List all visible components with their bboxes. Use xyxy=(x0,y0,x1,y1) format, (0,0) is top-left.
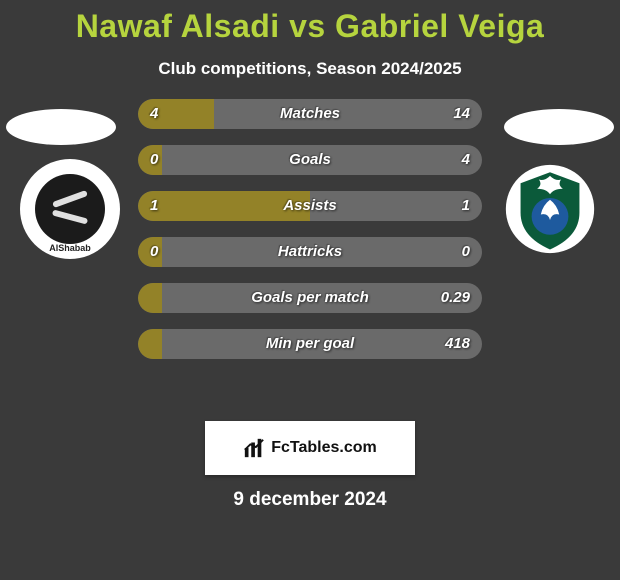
stat-row: Min per goal418 xyxy=(138,329,482,359)
date-label: 9 december 2024 xyxy=(0,489,620,511)
club-badge-right xyxy=(500,159,600,259)
subtitle: Club competitions, Season 2024/2025 xyxy=(0,59,620,79)
player-right-ellipse xyxy=(504,109,614,145)
brand-badge: FcTables.com xyxy=(205,421,415,475)
stat-bars: 4Matches140Goals41Assists10Hattricks0Goa… xyxy=(138,99,482,375)
stat-label: Min per goal xyxy=(138,329,482,359)
stat-right-value: 1 xyxy=(462,191,470,221)
stat-label: Matches xyxy=(138,99,482,129)
stat-label: Goals per match xyxy=(138,283,482,313)
club-badge-left-label: AlShabab xyxy=(49,243,91,253)
stat-label: Hattricks xyxy=(138,237,482,267)
stat-row: 4Matches14 xyxy=(138,99,482,129)
club-badge-left: AlShabab xyxy=(20,159,120,259)
club-badge-right-icon xyxy=(504,163,596,255)
stat-row: 1Assists1 xyxy=(138,191,482,221)
brand-label: FcTables.com xyxy=(271,439,377,457)
stat-label: Assists xyxy=(138,191,482,221)
stat-right-value: 4 xyxy=(462,145,470,175)
stat-right-value: 0.29 xyxy=(441,283,470,313)
stat-label: Goals xyxy=(138,145,482,175)
stats-arena: AlShabab 4Matches140Goals41Assists10Hatt… xyxy=(0,99,620,399)
stat-right-value: 0 xyxy=(462,237,470,267)
player-left-ellipse xyxy=(6,109,116,145)
stat-row: 0Goals4 xyxy=(138,145,482,175)
chart-icon xyxy=(243,437,265,459)
stat-row: 0Hattricks0 xyxy=(138,237,482,267)
stat-right-value: 418 xyxy=(445,329,470,359)
stat-row: Goals per match0.29 xyxy=(138,283,482,313)
stat-right-value: 14 xyxy=(453,99,470,129)
club-badge-left-icon xyxy=(35,174,105,244)
page-title: Nawaf Alsadi vs Gabriel Veiga xyxy=(0,0,620,45)
comparison-card: Nawaf Alsadi vs Gabriel Veiga Club compe… xyxy=(0,0,620,580)
